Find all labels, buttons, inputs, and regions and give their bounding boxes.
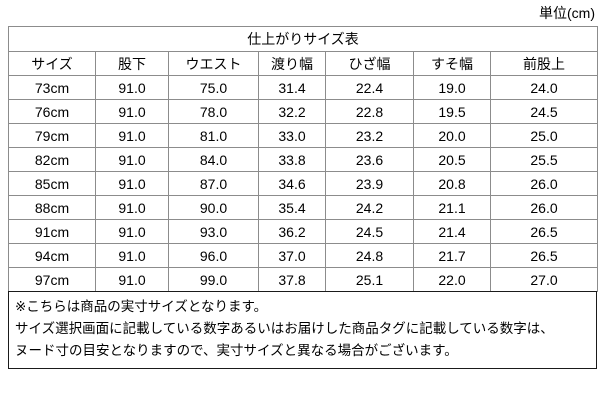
notes-box: ※こちらは商品の実寸サイズとなります。 サイズ選択画面に記載している数字あるいは… <box>8 291 597 369</box>
value-cell: 25.1 <box>325 267 414 292</box>
value-cell: 24.8 <box>325 243 414 268</box>
note-line-1: ※こちらは商品の実寸サイズとなります。 <box>15 299 268 314</box>
row-size-label: 85cm <box>8 171 96 196</box>
column-header: ひざ幅 <box>325 51 414 76</box>
value-cell: 75.0 <box>168 75 259 100</box>
value-cell: 91.0 <box>95 75 169 100</box>
value-cell: 26.5 <box>490 219 598 244</box>
row-size-label: 73cm <box>8 75 96 100</box>
value-cell: 87.0 <box>168 171 259 196</box>
value-cell: 19.0 <box>413 75 491 100</box>
row-size-label: 94cm <box>8 243 96 268</box>
row-size-label: 91cm <box>8 219 96 244</box>
value-cell: 21.7 <box>413 243 491 268</box>
row-size-label: 82cm <box>8 147 96 172</box>
value-cell: 24.5 <box>325 219 414 244</box>
table-body: 73cm 91.0 75.0 31.4 22.4 19.0 24.0 76cm 91.0 78.0… <box>8 75 598 292</box>
value-cell: 91.0 <box>95 99 169 124</box>
value-cell: 22.4 <box>325 75 414 100</box>
value-cell: 91.0 <box>95 123 169 148</box>
value-cell: 20.5 <box>413 147 491 172</box>
value-cell: 37.0 <box>258 243 326 268</box>
table-row: 94cm 91.0 96.0 37.0 24.8 21.7 26.5 <box>8 243 598 268</box>
value-cell: 24.0 <box>490 75 598 100</box>
value-cell: 26.0 <box>490 171 598 196</box>
value-cell: 36.2 <box>258 219 326 244</box>
value-cell: 21.1 <box>413 195 491 220</box>
table-title: 仕上がりサイズ表 <box>8 26 598 52</box>
table-row: 88cm 91.0 90.0 35.4 24.2 21.1 26.0 <box>8 195 598 220</box>
value-cell: 24.2 <box>325 195 414 220</box>
row-size-label: 97cm <box>8 267 96 292</box>
value-cell: 24.5 <box>490 99 598 124</box>
value-cell: 91.0 <box>95 171 169 196</box>
value-cell: 91.0 <box>95 195 169 220</box>
column-header: ウエスト <box>168 51 259 76</box>
value-cell: 91.0 <box>95 147 169 172</box>
value-cell: 84.0 <box>168 147 259 172</box>
row-size-label: 88cm <box>8 195 96 220</box>
value-cell: 27.0 <box>490 267 598 292</box>
value-cell: 25.5 <box>490 147 598 172</box>
note-line-3: ヌード寸の目安となりますので、実寸サイズと異なる場合がございます。 <box>15 343 458 358</box>
value-cell: 22.8 <box>325 99 414 124</box>
value-cell: 81.0 <box>168 123 259 148</box>
size-chart-page: 単位(cm) 仕上がりサイズ表 サイズ 股下 ウエスト 渡り幅 ひざ幅 すそ幅 前股上 73… <box>8 5 598 369</box>
table-row: 97cm 91.0 99.0 37.8 25.1 22.0 27.0 <box>8 267 598 292</box>
value-cell: 20.8 <box>413 171 491 196</box>
table-row: 91cm 91.0 93.0 36.2 24.5 21.4 26.5 <box>8 219 598 244</box>
value-cell: 19.5 <box>413 99 491 124</box>
value-cell: 37.8 <box>258 267 326 292</box>
column-header: 股下 <box>95 51 169 76</box>
value-cell: 32.2 <box>258 99 326 124</box>
value-cell: 93.0 <box>168 219 259 244</box>
table-row: 82cm 91.0 84.0 33.8 23.6 20.5 25.5 <box>8 147 598 172</box>
table-row: 85cm 91.0 87.0 34.6 23.9 20.8 26.0 <box>8 171 598 196</box>
value-cell: 22.0 <box>413 267 491 292</box>
table-row: 73cm 91.0 75.0 31.4 22.4 19.0 24.0 <box>8 75 598 100</box>
value-cell: 33.8 <box>258 147 326 172</box>
table-row: 76cm 91.0 78.0 32.2 22.8 19.5 24.5 <box>8 99 598 124</box>
value-cell: 91.0 <box>95 267 169 292</box>
value-cell: 23.9 <box>325 171 414 196</box>
row-size-label: 76cm <box>8 99 96 124</box>
unit-label: 単位(cm) <box>539 5 595 21</box>
value-cell: 34.6 <box>258 171 326 196</box>
value-cell: 99.0 <box>168 267 259 292</box>
table-title-row: 仕上がりサイズ表 <box>8 26 598 52</box>
value-cell: 35.4 <box>258 195 326 220</box>
row-size-label: 79cm <box>8 123 96 148</box>
value-cell: 23.6 <box>325 147 414 172</box>
note-line-2: サイズ選択画面に記載している数字あるいはお届けした商品タグに記載している数字は、 <box>15 321 554 336</box>
value-cell: 20.0 <box>413 123 491 148</box>
value-cell: 25.0 <box>490 123 598 148</box>
value-cell: 26.5 <box>490 243 598 268</box>
value-cell: 91.0 <box>95 219 169 244</box>
value-cell: 23.2 <box>325 123 414 148</box>
size-table: 仕上がりサイズ表 サイズ 股下 ウエスト 渡り幅 ひざ幅 すそ幅 前股上 73cm 91.0 7… <box>8 26 598 292</box>
column-header: すそ幅 <box>413 51 491 76</box>
value-cell: 26.0 <box>490 195 598 220</box>
column-header-row: サイズ 股下 ウエスト 渡り幅 ひざ幅 すそ幅 前股上 <box>8 51 598 76</box>
value-cell: 31.4 <box>258 75 326 100</box>
column-header: サイズ <box>8 51 96 76</box>
value-cell: 33.0 <box>258 123 326 148</box>
value-cell: 21.4 <box>413 219 491 244</box>
value-cell: 96.0 <box>168 243 259 268</box>
column-header: 渡り幅 <box>258 51 326 76</box>
table-row: 79cm 91.0 81.0 33.0 23.2 20.0 25.0 <box>8 123 598 148</box>
value-cell: 91.0 <box>95 243 169 268</box>
value-cell: 78.0 <box>168 99 259 124</box>
value-cell: 90.0 <box>168 195 259 220</box>
column-header: 前股上 <box>490 51 598 76</box>
